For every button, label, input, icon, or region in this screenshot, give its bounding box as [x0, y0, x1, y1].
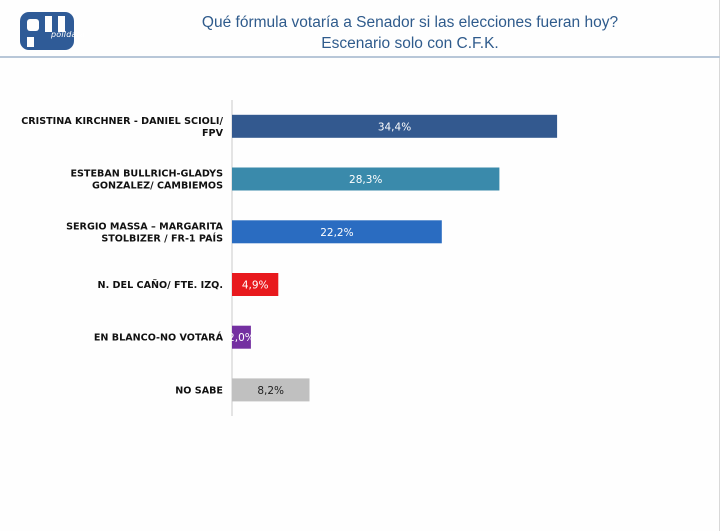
bar — [232, 220, 442, 244]
bar-value-label: 2,0% — [228, 332, 255, 344]
bar-value-label: 8,2% — [257, 385, 284, 397]
bars-group: 34,4% CRISTINA KIRCHNER - DANIEL SCIOLI/F… — [21, 114, 558, 402]
bar-value-label: 28,3% — [349, 174, 382, 186]
chart-title-line-1: Qué fórmula votaría a Senador si las ele… — [201, 14, 619, 31]
bar-value-label: 22,2% — [320, 227, 353, 239]
bar — [232, 167, 500, 191]
category-label: CRISTINA KIRCHNER - DANIEL SCIOLI/FPV — [21, 116, 223, 139]
logo-mark-icon — [20, 12, 74, 50]
bar-value-label: 4,9% — [242, 280, 269, 292]
category-label: EN BLANCO-NO VOTARÁ — [94, 331, 224, 344]
category-label: ESTEBAN BULLRICH-GLADYS GONZALEZ/ CAMBIEM… — [70, 169, 223, 192]
bar — [232, 325, 251, 349]
polldata-logo: polldata — [18, 8, 85, 54]
bar — [232, 378, 310, 402]
header-divider — [0, 56, 720, 58]
category-label: NO SABE — [175, 385, 223, 396]
chart-subtitle: Escenario solo con C.F.K. — [321, 35, 499, 52]
logo-text: polldata — [51, 30, 86, 39]
bar — [232, 114, 558, 138]
category-label: SERGIO MASSA – MARGARITA STOLBIZER / FR-1… — [66, 221, 223, 244]
chart-title: Qué fórmula votaría a Senador si las ele… — [140, 12, 680, 54]
bar — [232, 273, 279, 296]
bar-value-label: 34,4% — [378, 121, 411, 133]
category-label: N. DEL CAÑO/ FTE. IZQ. — [98, 278, 223, 291]
